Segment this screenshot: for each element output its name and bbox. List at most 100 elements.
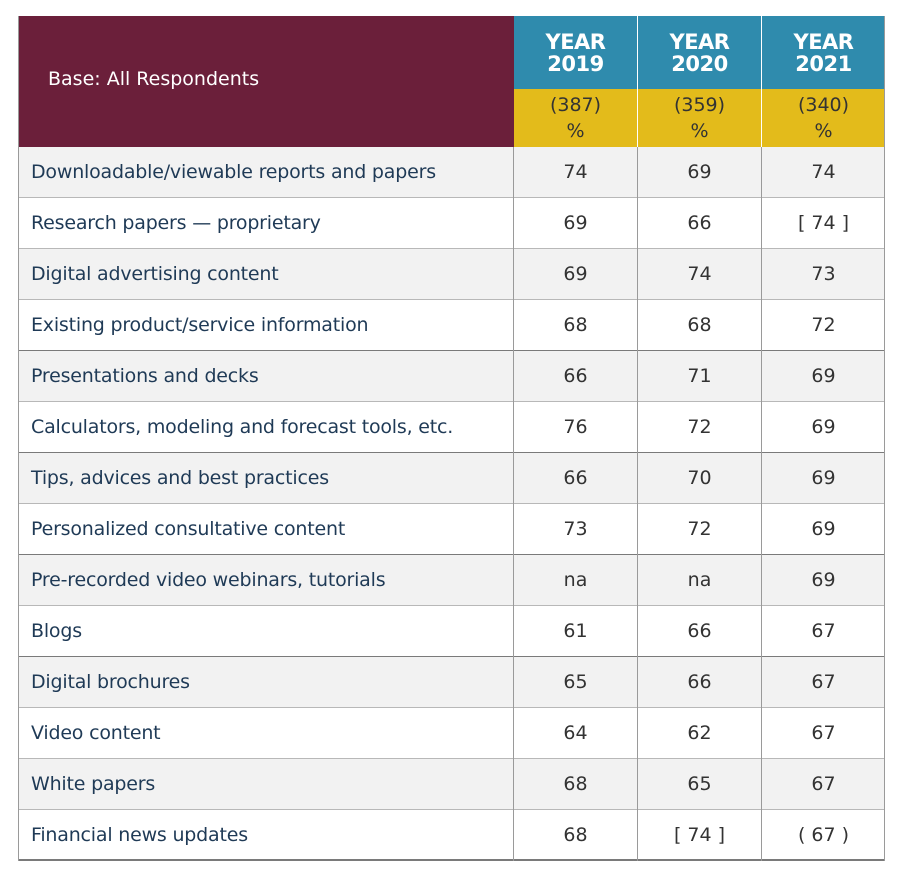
- value-cell: 67: [811, 722, 836, 744]
- column-divider: [637, 147, 638, 861]
- table-row: Downloadable/viewable reports and papers…: [18, 147, 885, 198]
- column-divider: [761, 147, 762, 861]
- table-row: Calculators, modeling and forecast tools…: [18, 402, 885, 453]
- value-cell: 69: [811, 467, 836, 489]
- row-divider: [18, 401, 885, 402]
- row-label: Pre-recorded video webinars, tutorials: [31, 569, 386, 591]
- base-count: (340): [797, 94, 850, 116]
- table-row: Financial news updates 68 [ 74 ] ( 67 ): [18, 810, 885, 861]
- year-line2: 2021: [795, 52, 852, 76]
- value-cell: 74: [687, 263, 712, 285]
- column-divider: [884, 16, 885, 861]
- survey-table: Base: All Respondents YEAR 2019 YEAR 202…: [18, 16, 885, 861]
- base-unit: %: [690, 120, 709, 142]
- row-label: Tips, advices and best practices: [31, 467, 329, 489]
- table-row: Blogs 61 66 67: [18, 606, 885, 657]
- base-count: (387): [549, 94, 602, 116]
- value-cell: 71: [687, 365, 712, 387]
- value-cell: 69: [563, 263, 588, 285]
- value-cell: 69: [811, 416, 836, 438]
- table-bottom-border: [18, 859, 885, 861]
- header-base-2021: (340) %: [762, 89, 885, 147]
- value-cell: 67: [811, 671, 836, 693]
- value-cell: 66: [687, 620, 712, 642]
- value-cell: 69: [687, 161, 712, 183]
- row-label: Presentations and decks: [31, 365, 259, 387]
- table-row: Existing product/service information 68 68…: [18, 300, 885, 351]
- value-cell: ( 67 ): [797, 824, 850, 846]
- row-label: White papers: [31, 773, 156, 795]
- row-label: Personalized consultative content: [31, 518, 346, 540]
- value-cell: 68: [563, 824, 588, 846]
- header-year-2020: YEAR 2020: [638, 16, 761, 89]
- table-row: Tips, advices and best practices 66 70 69: [18, 453, 885, 504]
- row-divider: [18, 299, 885, 300]
- row-label: Digital advertising content: [31, 263, 279, 285]
- table-row: Digital advertising content 69 74 73: [18, 249, 885, 300]
- value-cell: 62: [687, 722, 712, 744]
- value-cell: 72: [687, 416, 712, 438]
- value-cell: 69: [811, 365, 836, 387]
- value-cell: 68: [687, 314, 712, 336]
- year-line2: 2020: [671, 52, 728, 76]
- year-line2: 2019: [547, 52, 604, 76]
- value-cell: 69: [563, 212, 588, 234]
- row-divider: [18, 605, 885, 606]
- value-cell: 66: [687, 671, 712, 693]
- year-line1: YEAR: [669, 30, 730, 54]
- header-year-2021: YEAR 2021: [762, 16, 885, 89]
- value-cell: 73: [811, 263, 836, 285]
- value-cell: 66: [687, 212, 712, 234]
- value-cell: 66: [563, 467, 588, 489]
- row-divider: [18, 503, 885, 504]
- row-label: Research papers — proprietary: [31, 212, 321, 234]
- row-label: Calculators, modeling and forecast tools…: [31, 416, 454, 438]
- value-cell: 74: [563, 161, 588, 183]
- value-cell: 69: [811, 518, 836, 540]
- row-divider: [18, 758, 885, 759]
- value-cell: 68: [563, 773, 588, 795]
- base-unit: %: [814, 120, 833, 142]
- row-divider: [18, 197, 885, 198]
- column-divider: [513, 147, 514, 861]
- table-row: Presentations and decks 66 71 69: [18, 351, 885, 402]
- value-cell: na: [563, 569, 588, 591]
- value-cell: 72: [687, 518, 712, 540]
- row-label: Video content: [31, 722, 161, 744]
- table-row: Digital brochures 65 66 67: [18, 657, 885, 708]
- row-label: Downloadable/viewable reports and papers: [31, 161, 436, 183]
- row-label: Digital brochures: [31, 671, 190, 693]
- column-divider: [18, 16, 19, 861]
- year-line1: YEAR: [545, 30, 606, 54]
- base-unit: %: [566, 120, 585, 142]
- row-divider: [18, 809, 885, 810]
- value-cell: 65: [687, 773, 712, 795]
- value-cell: 76: [563, 416, 588, 438]
- row-divider: [18, 248, 885, 249]
- value-cell: 73: [563, 518, 588, 540]
- row-divider: [18, 707, 885, 708]
- value-cell: 65: [563, 671, 588, 693]
- value-cell: 67: [811, 773, 836, 795]
- value-cell: 74: [811, 161, 836, 183]
- table-row: Pre-recorded video webinars, tutorials na…: [18, 555, 885, 606]
- header-base-cell: Base: All Respondents: [18, 16, 514, 147]
- value-cell: 61: [563, 620, 588, 642]
- row-label: Blogs: [31, 620, 82, 642]
- value-cell: 66: [563, 365, 588, 387]
- row-label: Financial news updates: [31, 824, 248, 846]
- table-row: Video content 64 62 67: [18, 708, 885, 759]
- value-cell: 68: [563, 314, 588, 336]
- table-row: White papers 68 65 67: [18, 759, 885, 810]
- row-label: Existing product/service information: [31, 314, 369, 336]
- value-cell: 72: [811, 314, 836, 336]
- value-cell: [ 74 ]: [797, 212, 850, 234]
- table-row: Research papers — proprietary 69 66 [ 74 ]: [18, 198, 885, 249]
- base-label: Base: All Respondents: [48, 68, 260, 90]
- value-cell: 67: [811, 620, 836, 642]
- header-base-2019: (387) %: [514, 89, 637, 147]
- value-cell: 70: [687, 467, 712, 489]
- value-cell: 69: [811, 569, 836, 591]
- value-cell: na: [687, 569, 712, 591]
- header-base-2020: (359) %: [638, 89, 761, 147]
